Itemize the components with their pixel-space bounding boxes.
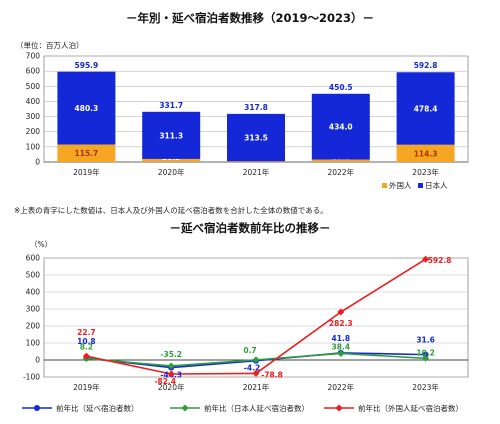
bar-segment-foreign: [227, 161, 285, 162]
data-point: [422, 255, 430, 263]
point-data-label: -78.8: [261, 370, 283, 379]
x-tick-label: 2023年: [412, 167, 439, 177]
bar-plot-area: 0 100 200 300 400 500 600 700 115.7 480.3 595.9 201…: [26, 52, 469, 177]
y-tick-label: 600: [26, 67, 41, 76]
legend-marker: [34, 405, 40, 411]
y-tick-label: 200: [26, 322, 41, 331]
bar-total-label: 317.8: [244, 103, 268, 112]
point-data-label: 31.6: [416, 336, 435, 345]
point-data-label: 592.8: [428, 256, 452, 265]
bar-segment-japanese: [311, 93, 370, 160]
point-data-label: 41.8: [332, 334, 351, 343]
data-point: [167, 370, 175, 378]
y-tick-label: 400: [26, 288, 41, 297]
line-chart-title: －延べ宿泊者数前年比の推移－: [170, 221, 331, 235]
y-tick-label: 300: [26, 305, 41, 314]
bar-segment-japanese: [227, 113, 285, 162]
point-data-label: 10.8: [77, 337, 96, 346]
y-tick-label: 100: [26, 142, 41, 151]
bar-segment-foreign: [396, 144, 455, 162]
legend-swatch: [418, 183, 423, 188]
bar-segment-foreign: [311, 159, 370, 162]
bar-segment-japanese: [396, 72, 455, 145]
bar-data-label: 480.3: [75, 104, 99, 113]
y-tick-label: 0: [35, 158, 40, 167]
y-tick-label: 100: [26, 339, 41, 348]
bar-total-label: 450.5: [329, 83, 353, 92]
data-point: [422, 351, 429, 358]
bar-total-label: 595.9: [75, 61, 99, 70]
data-point: [422, 354, 430, 362]
x-tick-label: 2019年: [73, 167, 100, 177]
y-tick-label: 700: [26, 52, 41, 61]
bar-data-label: 434.0: [329, 123, 353, 132]
legend-label: 前年比（日本人延べ宿泊者数）: [204, 403, 309, 413]
x-tick-label: 2022年: [328, 167, 355, 177]
bar-segment-japanese: [142, 111, 201, 159]
bar-data-label: 311.3: [159, 131, 183, 140]
x-tick-label: 2019年: [73, 382, 100, 392]
x-tick-label: 2023年: [412, 382, 439, 392]
data-point: [337, 308, 345, 316]
point-data-label: 8.2: [80, 343, 93, 352]
point-data-label: 22.7: [77, 328, 96, 337]
line-chart: －延べ宿泊者数前年比の推移－ （%） -100 0 100 200 300 400 500 6…: [22, 221, 469, 413]
bar-segment-foreign: [142, 158, 201, 162]
line-chart-legend: 前年比（延べ宿泊者数） 前年比（日本人延べ宿泊者数） 前年比（外国人延べ宿泊者数）: [22, 403, 463, 413]
point-data-label: -35.2: [160, 350, 182, 359]
y-tick-label: 0: [35, 356, 40, 365]
x-tick-label: 2022年: [328, 382, 355, 392]
point-data-label: 38.4: [332, 342, 351, 351]
legend-label: 外国人: [389, 180, 412, 190]
bar-chart-unit-label: （単位：百万人泊）: [16, 40, 84, 50]
x-tick-label: 2021年: [243, 167, 270, 177]
y-tick-label: 400: [26, 97, 41, 106]
data-point: [252, 356, 260, 364]
point-data-label: -82.4: [154, 377, 176, 386]
legend-label: 日本人: [425, 180, 448, 190]
line-plot-area: -100 0 100 200 300 400 500 600 2019年 2020年 2021年 20…: [23, 254, 469, 392]
bar-segment-foreign: [57, 144, 116, 162]
point-data-label: -4.2: [244, 364, 260, 373]
legend-marker: [335, 404, 343, 412]
footnote: ※上表の青字にした数値は、日本人及び外国人の延べ宿泊者数を合計した全体の数値であ…: [14, 205, 328, 215]
x-tick-label: 2020年: [158, 167, 185, 177]
data-point: [167, 362, 175, 370]
point-data-label: 0.7: [243, 346, 256, 355]
x-tick-label: 2020年: [158, 382, 185, 392]
y-tick-label: 600: [26, 254, 41, 263]
legend-swatch: [382, 183, 387, 188]
legend-label: 前年比（外国人延べ宿泊者数）: [358, 403, 463, 413]
y-tick-label: 200: [26, 127, 41, 136]
bar-total-label: 592.8: [414, 61, 438, 70]
line-chart-ylabel: （%）: [30, 240, 52, 249]
y-tick-label: 500: [26, 82, 41, 91]
stacked-bar-chart: －年別・延べ宿泊者数推移（2019～2023）－ （単位：百万人泊） 0 100 2…: [16, 11, 469, 190]
bar-chart-legend: 外国人 日本人: [382, 180, 448, 190]
bar-chart-title: －年別・延べ宿泊者数推移（2019～2023）－: [126, 11, 374, 25]
bar-data-label: 115.7: [75, 149, 99, 158]
y-tick-label: 500: [26, 271, 41, 280]
data-point: [252, 369, 260, 377]
point-data-label: 10.2: [416, 348, 435, 357]
bar-total-label: 331.7: [159, 101, 183, 110]
bar-data-label: 114.3: [414, 149, 438, 158]
bar-data-label: 313.5: [244, 134, 268, 143]
data-point: [337, 349, 345, 357]
bar-segment-japanese: [57, 71, 116, 145]
bar-data-label: 478.4: [414, 104, 438, 113]
x-tick-label: 2021年: [243, 382, 270, 392]
data-point: [82, 352, 90, 360]
point-data-label: 282.3: [329, 319, 353, 328]
legend-marker: [181, 404, 189, 412]
y-tick-label: -100: [23, 373, 40, 382]
y-tick-label: 300: [26, 112, 41, 121]
legend-label: 前年比（延べ宿泊者数）: [56, 403, 139, 413]
